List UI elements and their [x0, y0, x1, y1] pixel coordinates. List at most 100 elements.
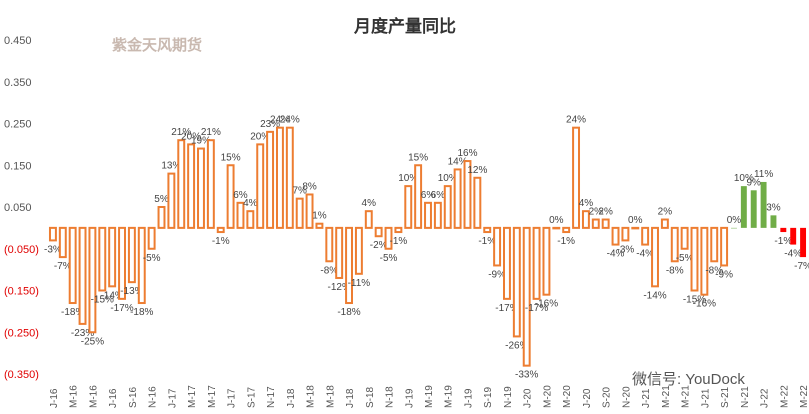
x-tick-label: J-17 — [227, 388, 238, 408]
data-label: 7% — [292, 186, 307, 197]
bar — [226, 164, 235, 229]
bar — [512, 226, 521, 338]
data-label: 14% — [448, 156, 468, 167]
x-tick-label: J-20 — [582, 388, 593, 408]
bar — [443, 185, 452, 229]
bar — [611, 226, 620, 246]
data-label: -7% — [54, 261, 72, 272]
x-tick-label: J-18 — [286, 388, 297, 408]
data-label: 20% — [181, 131, 201, 142]
data-label: 0% — [727, 215, 742, 226]
bar — [572, 126, 581, 229]
data-label: -4% — [607, 249, 625, 260]
data-label: -9% — [715, 269, 733, 280]
bar — [167, 172, 176, 229]
data-label: 2% — [589, 207, 604, 218]
x-tick-label: M-21 — [681, 385, 692, 408]
bar — [384, 226, 393, 250]
bar — [710, 226, 719, 263]
bar — [621, 226, 630, 242]
data-label: 2% — [658, 207, 673, 218]
data-label: -15% — [91, 295, 114, 306]
data-label: -17% — [110, 303, 133, 314]
data-label: 24% — [270, 115, 290, 126]
x-tick-label: J-22 — [760, 388, 771, 408]
data-label: -18% — [61, 307, 84, 318]
data-label: -16% — [535, 299, 558, 310]
bar — [503, 226, 511, 300]
bar — [770, 215, 777, 228]
bar — [493, 226, 502, 267]
bar — [670, 226, 679, 263]
x-tick-label: M-18 — [325, 385, 336, 408]
x-tick-label: N-18 — [385, 386, 396, 408]
data-label: -4% — [784, 249, 802, 260]
bar — [325, 226, 334, 263]
data-label: -3% — [44, 244, 62, 255]
bar — [750, 190, 757, 228]
bar — [206, 139, 215, 229]
data-label: -14% — [643, 290, 666, 301]
data-label: -1% — [774, 236, 792, 247]
data-label: -11% — [348, 278, 371, 289]
data-label: -1% — [389, 236, 407, 247]
y-tick-label: (0.250) — [4, 327, 39, 339]
x-tick-label: N-20 — [621, 386, 632, 408]
data-label: -1% — [212, 236, 230, 247]
x-tick-label: S-17 — [246, 386, 257, 408]
x-tick-label: M-16 — [88, 385, 99, 408]
data-label: 11% — [754, 169, 773, 180]
x-tick-label: M-21 — [661, 385, 672, 408]
bar — [651, 226, 659, 288]
data-label: 24% — [566, 115, 586, 126]
y-tick-label: 0.150 — [4, 160, 32, 172]
x-tick-label: J-17 — [167, 388, 178, 408]
data-label: -3% — [617, 244, 635, 255]
data-label: -15% — [683, 295, 706, 306]
data-label: 23% — [260, 119, 280, 130]
watermark: 微信号: YouDock — [632, 371, 745, 388]
bar — [601, 218, 610, 229]
x-tick-label: J-21 — [700, 388, 711, 408]
data-label: -9% — [488, 269, 506, 280]
bar — [700, 226, 709, 296]
data-label: 10% — [734, 173, 754, 184]
bar — [345, 226, 353, 305]
x-tick-label: M-22 — [799, 385, 809, 408]
bar — [335, 226, 344, 279]
bar — [305, 193, 314, 229]
bar — [295, 197, 304, 229]
bar — [197, 147, 205, 229]
bar — [522, 226, 531, 367]
watermark: 紫金天风期货 — [112, 36, 202, 54]
bar — [414, 164, 423, 229]
bar — [58, 226, 67, 259]
data-label: 6% — [431, 190, 446, 201]
bar — [374, 226, 383, 238]
data-label: 0% — [549, 215, 564, 226]
data-label: -17% — [495, 303, 518, 314]
bar — [641, 226, 650, 246]
data-label: 10% — [438, 173, 458, 184]
y-tick-label: 0.250 — [4, 119, 32, 131]
data-label: 1% — [312, 211, 327, 222]
bar — [246, 210, 255, 229]
data-label: -4% — [636, 249, 654, 260]
bar — [256, 143, 265, 229]
y-tick-label: 0.350 — [4, 77, 32, 89]
bar — [542, 226, 551, 296]
bar — [562, 226, 571, 234]
bar — [404, 185, 413, 229]
data-label: 19% — [191, 136, 211, 147]
x-tick-label: S-20 — [602, 386, 613, 408]
bar — [177, 139, 186, 229]
x-tick-label: J-19 — [463, 388, 474, 408]
bar — [98, 226, 107, 292]
bar — [118, 226, 126, 300]
x-tick-label: J-16 — [108, 388, 119, 408]
bar — [453, 168, 462, 229]
y-tick-label: 0.050 — [4, 202, 32, 214]
data-label: -1% — [478, 236, 496, 247]
x-tick-label: M-20 — [542, 385, 553, 408]
